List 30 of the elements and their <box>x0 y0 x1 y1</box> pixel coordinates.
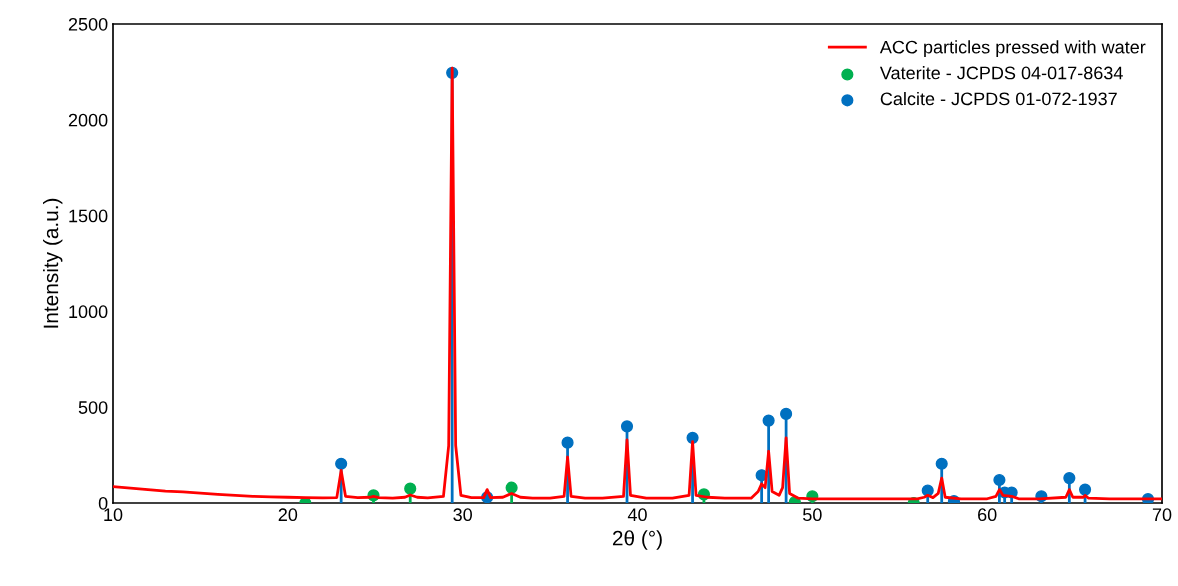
x-tick-label: 70 <box>1152 508 1172 522</box>
x-tick-label: 10 <box>104 508 123 522</box>
legend-label: ACC particles pressed with water <box>879 40 1146 58</box>
legend-label: Vaterite - JCPDS 04-017-8634 <box>879 66 1123 80</box>
point <box>620 420 634 433</box>
point <box>993 473 1006 487</box>
x-tick-label: 20 <box>278 508 298 522</box>
point <box>505 481 518 494</box>
x-tick-label: 40 <box>627 508 647 522</box>
point <box>561 436 574 449</box>
point <box>1078 483 1092 496</box>
y-tick-label: 500 <box>78 401 108 414</box>
y-axis-title: Intensity (a.u.) <box>43 198 63 328</box>
point <box>762 414 775 427</box>
point <box>780 407 793 420</box>
y-tick-label: 1500 <box>69 209 108 223</box>
y-tick-label: 0 <box>98 496 108 510</box>
y-tick-label: 2000 <box>68 113 108 127</box>
point <box>335 457 348 470</box>
y-tick-label: 1000 <box>69 305 108 319</box>
x-axis-title: 2θ (°) <box>612 530 662 550</box>
legend-label: Calcite - JCPDS 01-072-1937 <box>880 91 1117 106</box>
point <box>686 431 699 444</box>
point <box>404 482 417 495</box>
point <box>1063 472 1076 485</box>
x-tick-label: 60 <box>978 508 997 522</box>
x-tick-label: 50 <box>803 508 822 522</box>
x-tick-label: 30 <box>453 508 472 522</box>
point <box>935 457 948 470</box>
y-tick-label: 2500 <box>68 17 108 31</box>
